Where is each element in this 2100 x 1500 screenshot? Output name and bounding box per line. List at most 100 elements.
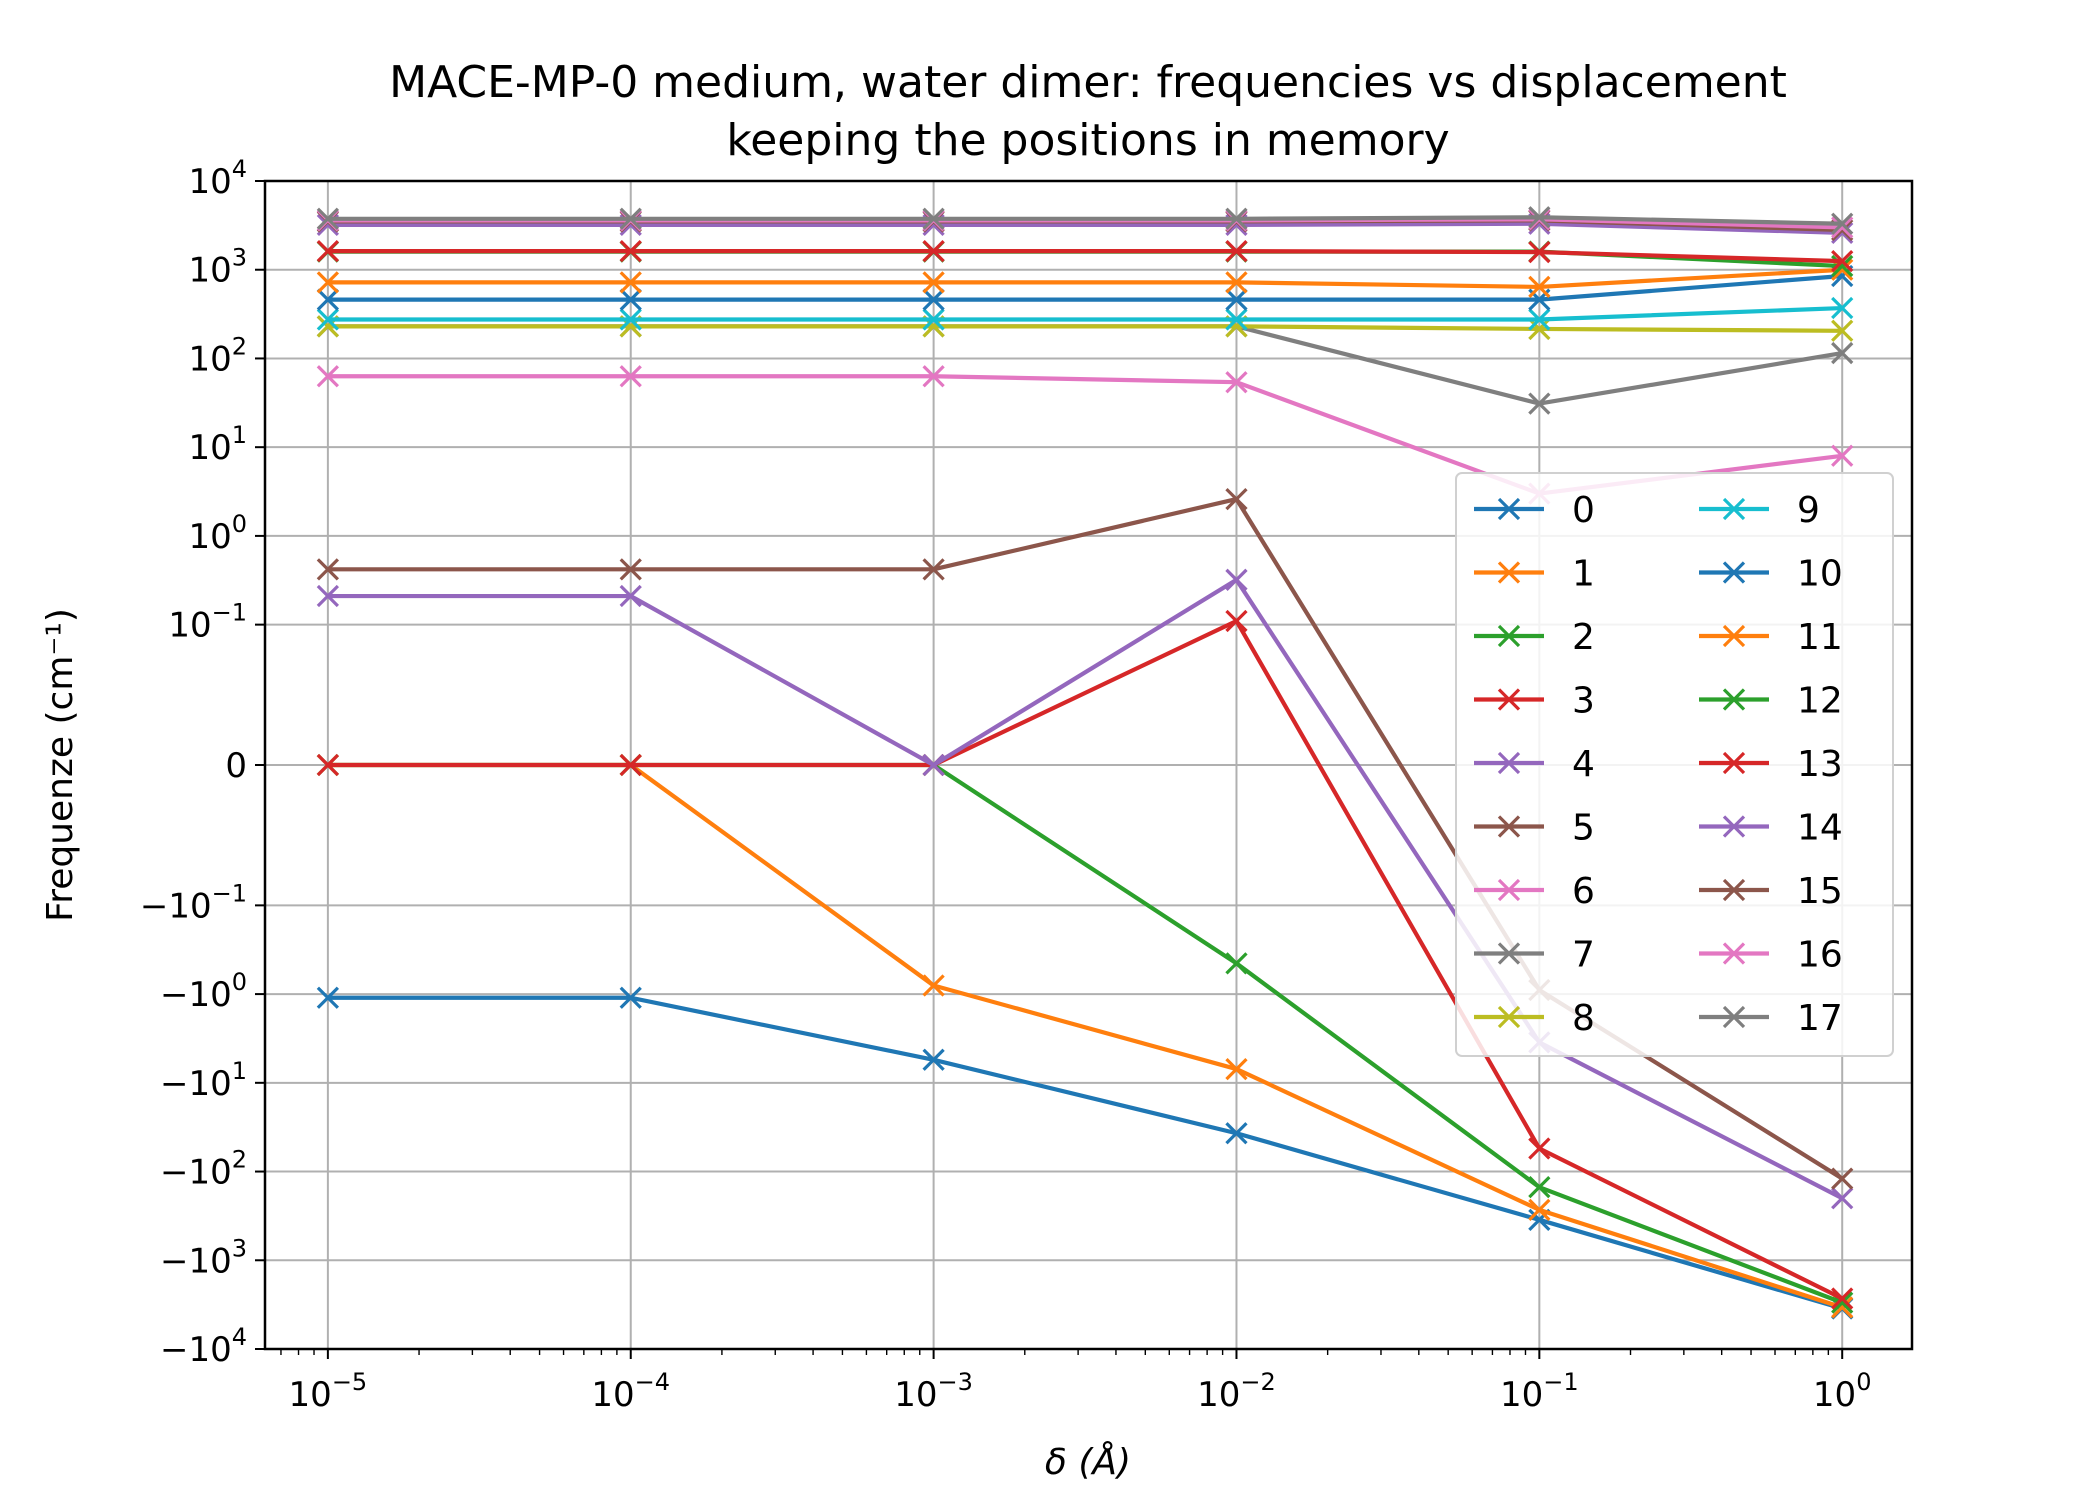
legend-label: 2 [1572, 617, 1595, 658]
series-8 [316, 315, 1854, 342]
legend-label: 14 [1797, 808, 1843, 849]
legend-entry: 13 [1699, 744, 1843, 785]
data-point-marker [316, 271, 340, 294]
legend-marker [1497, 497, 1521, 521]
legend-marker [1497, 942, 1521, 965]
series-4 [316, 568, 1854, 1210]
data-point-marker [316, 558, 340, 581]
x-axis-tick-labels: 10−5 10−4 10−3 10−2 10−1 100 [289, 1368, 1872, 1415]
legend-entry: 5 [1474, 808, 1595, 849]
data-point-marker [619, 288, 642, 311]
data-point-marker [1831, 341, 1854, 365]
chart-title-line1: MACE-MP-0 medium, water dimer: frequenci… [389, 57, 1787, 108]
axis-ticks [255, 180, 1844, 1359]
data-point-marker [1528, 392, 1551, 415]
chart-title-line2: keeping the positions in memory [726, 115, 1449, 166]
data-point-marker [1831, 1167, 1854, 1190]
data-point-marker [1225, 308, 1248, 331]
legend-label: 11 [1797, 617, 1843, 658]
series-13 [316, 240, 1854, 273]
y-axis-label: Frequenze (cm⁻¹) [40, 608, 81, 922]
legend-marker [1497, 878, 1521, 902]
data-point-marker [922, 558, 945, 581]
legend-marker [1497, 815, 1521, 838]
series-line [327, 221, 1843, 236]
series-line [327, 273, 1843, 302]
legend-marker [1722, 497, 1746, 521]
legend-label: 4 [1572, 744, 1595, 785]
x-axis-label: δ (Å) [1045, 1440, 1131, 1483]
data-point-marker [619, 271, 642, 294]
data-point-marker [316, 584, 340, 608]
legend-marker [1497, 624, 1521, 648]
data-point-marker [1225, 207, 1248, 230]
data-point-marker [619, 558, 642, 581]
legend-entry: 10 [1699, 554, 1843, 595]
legend-label: 8 [1572, 998, 1595, 1039]
data-point-marker [1225, 1122, 1248, 1145]
x-tick-label: 10−1 [1500, 1368, 1579, 1415]
legend-marker [1722, 624, 1746, 648]
data-point-marker [1528, 240, 1551, 264]
legend-entry: 12 [1699, 681, 1843, 722]
legend-marker [1497, 751, 1521, 775]
data-point-marker [316, 753, 340, 777]
data-point-marker [922, 207, 945, 230]
y-tick-label: −103 [160, 1234, 247, 1281]
data-point-marker [922, 1048, 945, 1071]
data-point-marker [1225, 240, 1248, 263]
data-point-marker [1831, 296, 1854, 320]
data-point-marker [922, 365, 945, 388]
series-line [327, 324, 1843, 333]
series-line [327, 215, 1843, 226]
legend-entry: 14 [1699, 808, 1843, 849]
chart-title: MACE-MP-0 medium, water dimer: frequenci… [389, 57, 1787, 166]
y-tick-label: 100 [188, 510, 247, 557]
data-point-marker [1528, 308, 1551, 331]
legend-marker [1722, 688, 1746, 711]
legend-marker [1722, 561, 1746, 584]
data-point-marker [316, 240, 340, 263]
legend-label: 1 [1572, 554, 1595, 595]
y-tick-label: −10−1 [140, 879, 247, 926]
data-point-marker [1831, 212, 1854, 235]
y-tick-label: 103 [188, 244, 247, 291]
legend-label: 16 [1797, 935, 1843, 976]
x-tick-label: 10−4 [591, 1368, 670, 1415]
data-point-marker [1528, 1198, 1551, 1221]
legend-label: 13 [1797, 744, 1843, 785]
data-point-marker [1528, 1176, 1551, 1199]
legend-entry: 7 [1474, 935, 1595, 976]
series-17 [316, 206, 1854, 235]
legend-label: 6 [1572, 871, 1595, 912]
legend-marker [1722, 878, 1746, 902]
series-line [327, 577, 1844, 1201]
x-tick-label: 100 [1813, 1368, 1872, 1415]
series-line [327, 324, 1843, 406]
data-point-marker [1225, 609, 1248, 633]
data-point-marker [1225, 952, 1248, 975]
legend-marker [1722, 815, 1746, 838]
legend-marker [1497, 688, 1521, 711]
legend-entry: 3 [1474, 681, 1595, 722]
legend-marker [1722, 942, 1746, 965]
legend-entry: 9 [1699, 490, 1820, 531]
data-point-marker [619, 308, 642, 331]
legend-label: 10 [1797, 554, 1843, 595]
legend-entry: 0 [1474, 490, 1595, 531]
data-point-marker [1225, 288, 1248, 311]
y-tick-label: −102 [160, 1146, 247, 1193]
data-point-marker [316, 365, 340, 388]
legend-label: 9 [1797, 490, 1820, 531]
data-point-marker [619, 584, 642, 608]
legend-entry: 16 [1699, 935, 1843, 976]
data-point-marker [1831, 444, 1854, 467]
legend-entry: 17 [1699, 998, 1843, 1039]
series-line [327, 618, 1844, 1301]
series-14 [316, 212, 1854, 245]
data-point-marker [1831, 319, 1854, 342]
legend-label: 5 [1572, 808, 1595, 849]
legend-label: 15 [1797, 871, 1843, 912]
